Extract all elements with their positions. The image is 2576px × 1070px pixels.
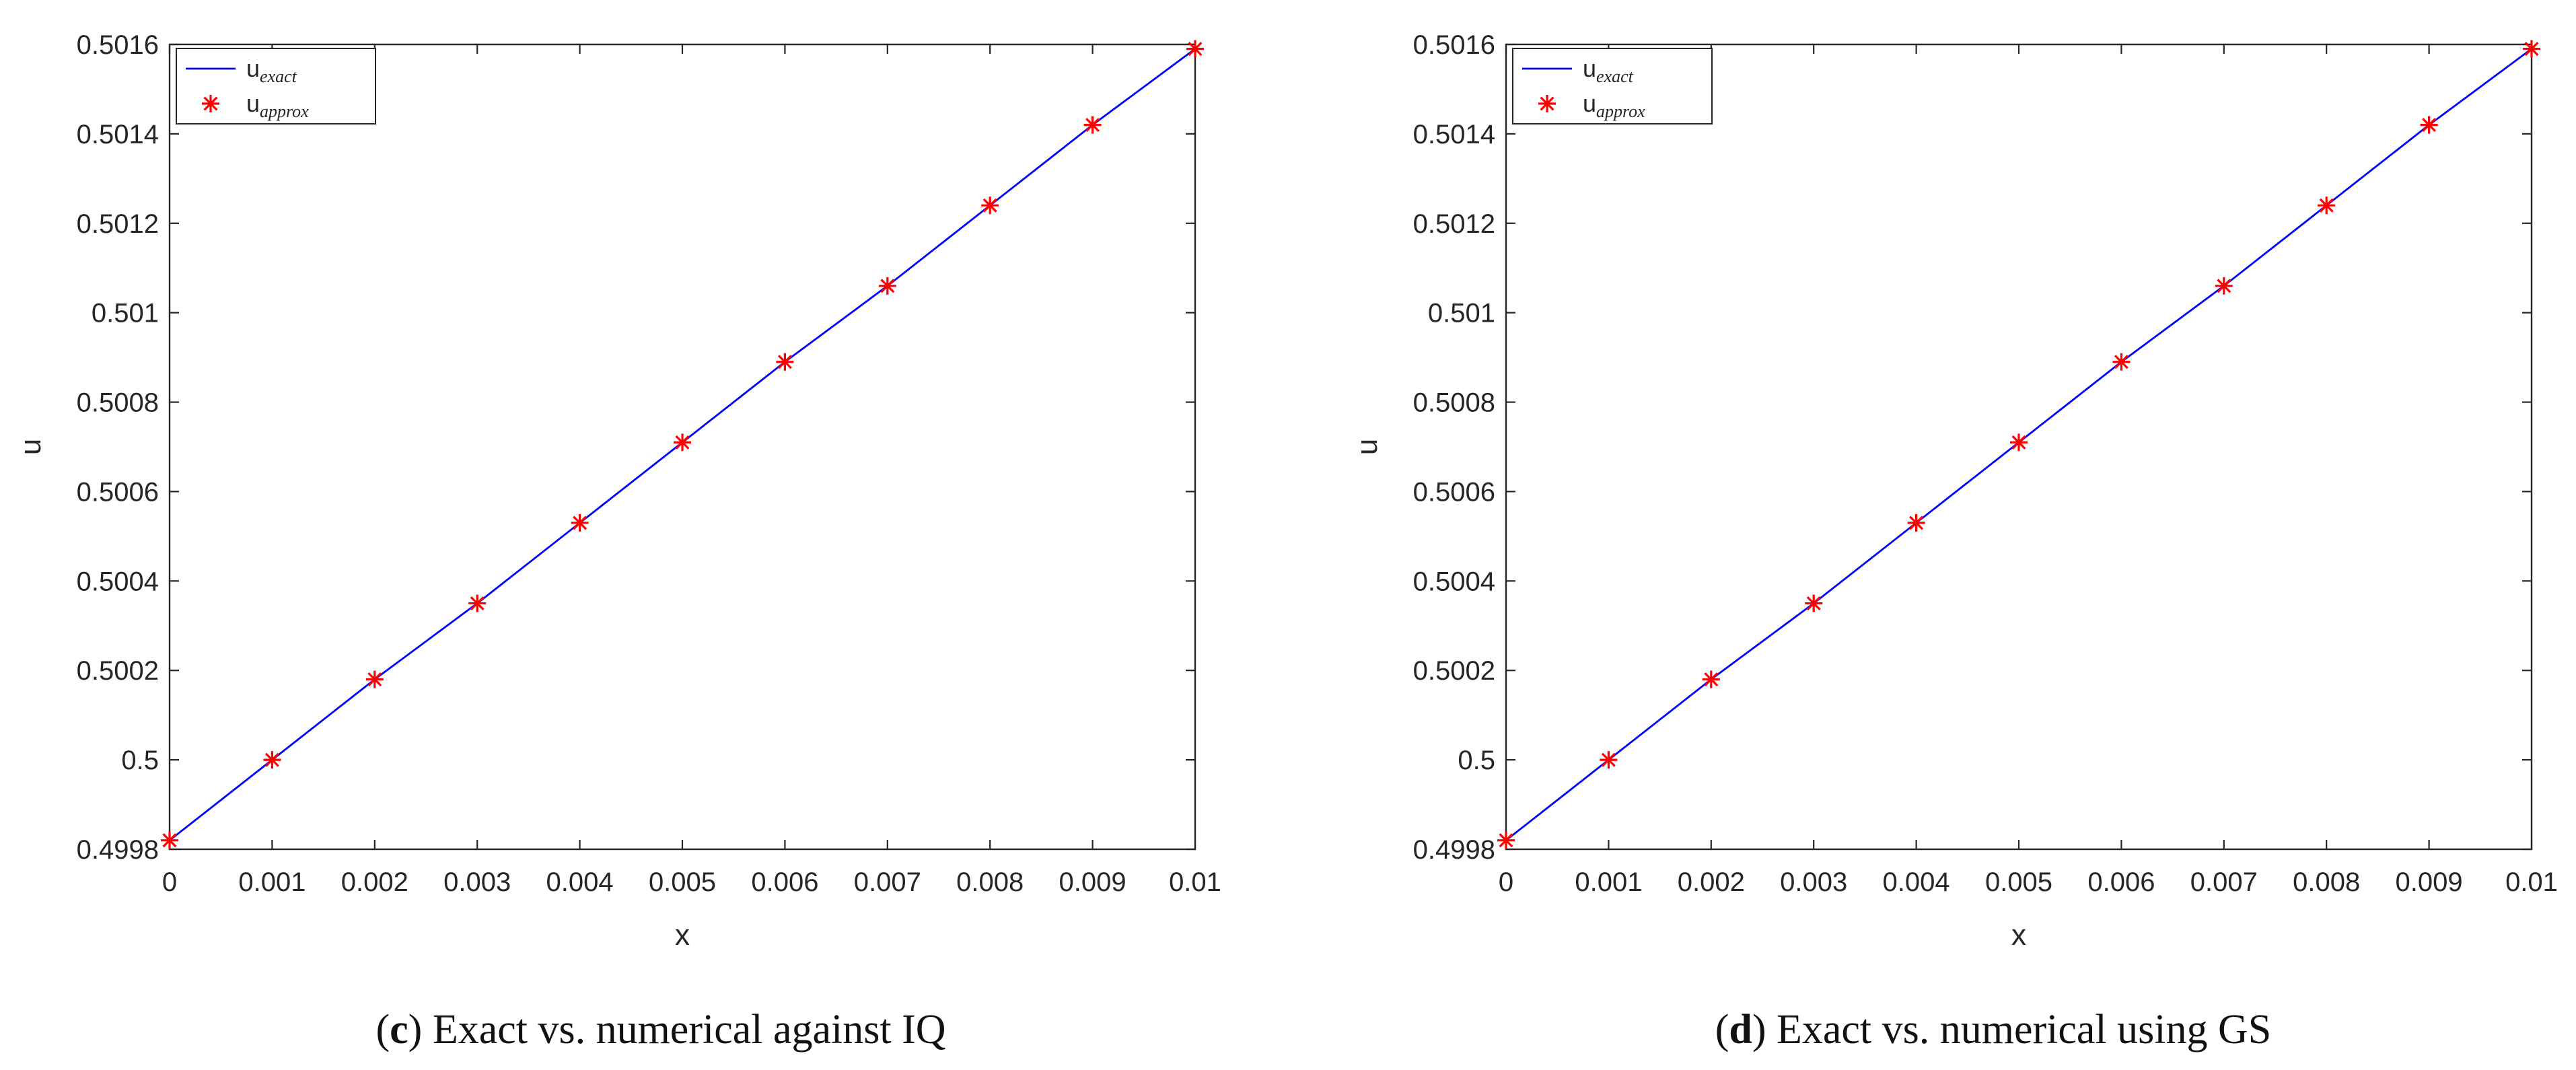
data-point-u_approx <box>571 513 589 532</box>
legend-swatch-marker <box>202 95 219 112</box>
data-point-u_approx <box>674 433 691 452</box>
chart-panel-c: 0 0.001 0.002 0.003 0.004 0.005 0.006 0.007 0.00… <box>14 30 1221 1053</box>
data-point-u_approx <box>2420 116 2438 134</box>
data-point-u_approx <box>2112 353 2131 371</box>
y-axis-label: u <box>1351 439 1384 455</box>
x-tick-label: 0.009 <box>2396 867 2463 897</box>
y-tick-label: 0.501 <box>92 299 159 328</box>
data-point-u_approx <box>981 197 999 215</box>
y-tick-label: 0.5012 <box>77 209 159 239</box>
y-tick-label: 0.5016 <box>1413 30 1495 60</box>
data-point-u_approx <box>1702 670 1720 688</box>
y-tick-label: 0.5 <box>1458 746 1495 775</box>
legend-box <box>1512 48 1713 124</box>
panel-caption: (c) Exact vs. numerical against IQ <box>375 1007 945 1053</box>
y-tick-label: 0.4998 <box>1413 835 1495 865</box>
x-tick-label: 0.001 <box>1575 867 1642 897</box>
x-tick-label: 0 <box>1499 867 1513 897</box>
x-tick-label: 0.009 <box>1059 867 1126 897</box>
series-markers-u_approx <box>1497 40 2540 849</box>
legend-label: uexact <box>1583 55 1634 86</box>
y-tick-label: 0.5004 <box>77 567 159 596</box>
data-point-u_approx <box>1907 513 1925 532</box>
x-tick-label: 0.005 <box>1985 867 2052 897</box>
data-point-u_approx <box>1186 40 1204 58</box>
y-axis-label: u <box>14 439 47 455</box>
y-tick-label: 0.5 <box>121 746 159 775</box>
y-tick-label: 0.5014 <box>1413 120 1495 149</box>
y-tick-label: 0.5016 <box>77 30 159 60</box>
x-tick-label: 0.008 <box>2293 867 2360 897</box>
data-point-u_approx <box>776 353 794 371</box>
x-tick-label: 0.003 <box>443 867 511 897</box>
x-tick-label: 0.002 <box>341 867 408 897</box>
x-tick-label: 0.001 <box>238 867 306 897</box>
y-tick-label: 0.5012 <box>1413 209 1495 239</box>
x-tick-label: 0.006 <box>751 867 818 897</box>
x-tick-label: 0.007 <box>2190 867 2258 897</box>
chart-panel-d: 0 0.001 0.002 0.003 0.004 0.005 0.006 0.007 0.00… <box>1351 30 2558 1053</box>
data-point-u_approx <box>2010 433 2028 452</box>
panel-caption: (d) Exact vs. numerical using GS <box>1715 1007 2272 1053</box>
data-point-u_approx <box>1497 831 1515 849</box>
y-tick-label: 0.5008 <box>77 388 159 418</box>
y-tick-label: 0.501 <box>1428 299 1495 328</box>
x-axis-label: x <box>675 919 690 952</box>
data-point-u_approx <box>1805 594 1823 612</box>
x-tick-label: 0.003 <box>1780 867 1847 897</box>
x-tick-label: 0.008 <box>956 867 1024 897</box>
legend-item-u_exact: uexact <box>1522 55 1634 86</box>
x-axis-label: x <box>2011 919 2026 952</box>
data-point-u_approx <box>263 751 281 769</box>
data-point-u_approx <box>365 670 384 688</box>
x-tick-label: 0.004 <box>1883 867 1950 897</box>
y-tick-label: 0.4998 <box>77 835 159 865</box>
data-point-u_approx <box>2215 277 2233 295</box>
y-tick-label: 0.5004 <box>1413 567 1495 596</box>
data-point-u_approx <box>878 277 896 295</box>
y-tick-label: 0.5008 <box>1413 388 1495 418</box>
y-tick-label: 0.5002 <box>1413 656 1495 686</box>
legend-swatch-marker <box>1538 95 1556 112</box>
data-point-u_approx <box>1600 751 1618 769</box>
y-tick-label: 0.5014 <box>77 120 159 149</box>
x-tick-label: 0.002 <box>1678 867 1745 897</box>
y-tick-label: 0.5006 <box>77 477 159 507</box>
x-tick-label: 0.004 <box>546 867 614 897</box>
data-point-u_approx <box>2318 197 2336 215</box>
x-tick-label: 0 <box>162 867 177 897</box>
y-tick-label: 0.5006 <box>1413 477 1495 507</box>
data-point-u_approx <box>161 831 178 849</box>
x-tick-label: 0.01 <box>1169 867 1221 897</box>
x-tick-label: 0.01 <box>2505 867 2558 897</box>
x-tick-label: 0.005 <box>649 867 716 897</box>
x-tick-label: 0.007 <box>854 867 921 897</box>
y-tick-label: 0.5002 <box>77 656 159 686</box>
data-point-u_approx <box>468 594 487 612</box>
series-markers-u_approx <box>161 40 1204 849</box>
data-point-u_approx <box>1083 116 1102 134</box>
data-point-u_approx <box>2523 40 2540 58</box>
legend-box <box>176 48 376 124</box>
x-tick-label: 0.006 <box>2087 867 2155 897</box>
